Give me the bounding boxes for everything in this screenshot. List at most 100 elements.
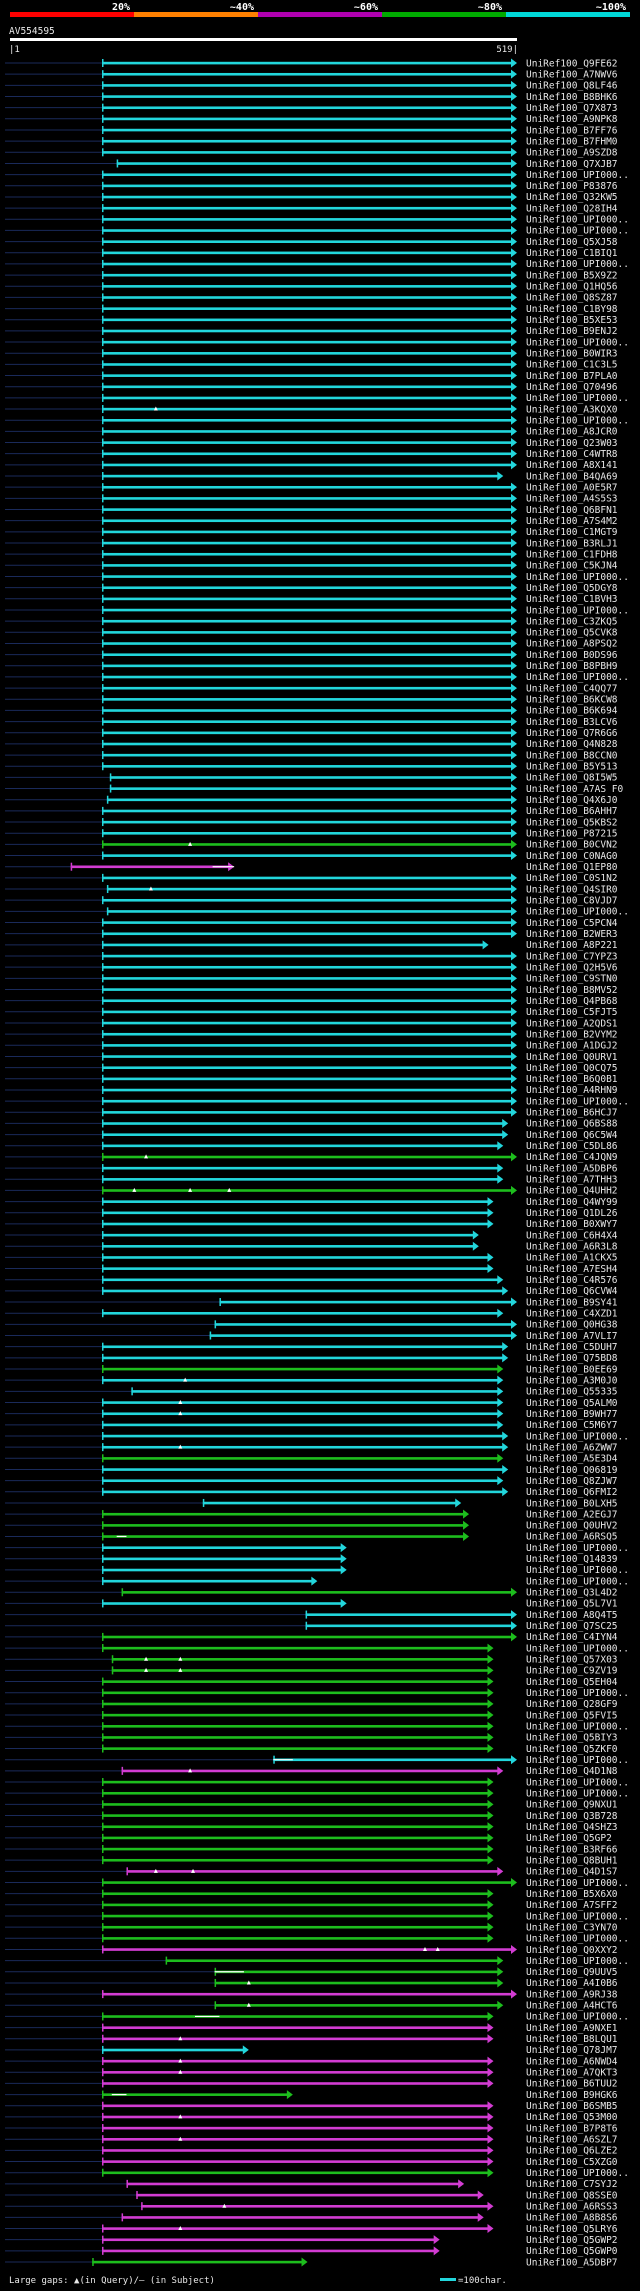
hit-label[interactable]: UniRef100_Q8SSE0 bbox=[526, 2190, 618, 2201]
hit-label[interactable]: UniRef100_UPI000.. bbox=[526, 1722, 629, 1733]
hit-row[interactable]: UniRef100_A7NWV6 bbox=[5, 69, 618, 80]
hit-label[interactable]: UniRef100_C4JQN9 bbox=[526, 1152, 618, 1163]
hit-label[interactable]: UniRef100_C4QQ77 bbox=[526, 683, 618, 694]
hit-label[interactable]: UniRef100_Q7XJB7 bbox=[526, 159, 618, 170]
hit-label[interactable]: UniRef100_Q0URV1 bbox=[526, 1052, 618, 1063]
hit-row[interactable]: UniRef100_C4JQN9 bbox=[5, 1152, 618, 1163]
hit-row[interactable]: UniRef100_A8X141 bbox=[5, 460, 618, 471]
hit-row[interactable]: UniRef100_Q5GP2 bbox=[5, 1833, 612, 1844]
hit-label[interactable]: UniRef100_Q75BD8 bbox=[526, 1353, 618, 1364]
hit-row[interactable]: UniRef100_A9NXE1 bbox=[5, 2023, 618, 2034]
hit-label[interactable]: UniRef100_B6Q0B1 bbox=[526, 1074, 618, 1085]
hit-row[interactable]: UniRef100_B6HCJ7 bbox=[5, 1108, 618, 1119]
hit-label[interactable]: UniRef100_B8MV52 bbox=[526, 985, 618, 996]
hit-row[interactable]: UniRef100_Q3L4D2 bbox=[5, 1588, 618, 1599]
hit-row[interactable]: UniRef100_Q8BUH1 bbox=[5, 1855, 618, 1866]
hit-label[interactable]: UniRef100_UPI000.. bbox=[526, 907, 629, 918]
hit-row[interactable]: UniRef100_A9RJ38 bbox=[5, 1989, 618, 2000]
hit-row[interactable]: UniRef100_UPI000.. bbox=[5, 1878, 629, 1889]
hit-row[interactable]: UniRef100_Q5GWP0 bbox=[5, 2246, 618, 2257]
hit-row[interactable]: UniRef100_UPI000.. bbox=[5, 672, 629, 683]
hit-row[interactable]: UniRef100_B2WER3 bbox=[5, 929, 618, 940]
hit-label[interactable]: UniRef100_A8P221 bbox=[526, 940, 618, 951]
hit-row[interactable]: UniRef100_UPI000.. bbox=[5, 572, 629, 583]
hit-row[interactable]: UniRef100_Q4UHH2 bbox=[5, 1186, 618, 1197]
hit-row[interactable]: UniRef100_A7AS F0 bbox=[5, 784, 624, 795]
hit-label[interactable]: UniRef100_C7SYJ2 bbox=[526, 2179, 618, 2190]
hit-label[interactable]: UniRef100_C4WTR8 bbox=[526, 449, 618, 460]
hit-label[interactable]: UniRef100_B0EE69 bbox=[526, 1364, 618, 1375]
hit-row[interactable]: UniRef100_Q5KBS2 bbox=[5, 817, 618, 828]
hit-label[interactable]: UniRef100_B5XE53 bbox=[526, 315, 618, 326]
hit-label[interactable]: UniRef100_UPI000.. bbox=[526, 1911, 629, 1922]
hit-row[interactable]: UniRef100_UPI000.. bbox=[5, 2168, 629, 2179]
hit-label[interactable]: UniRef100_Q7SC25 bbox=[526, 1621, 618, 1632]
hit-row[interactable]: UniRef100_A7SFF2 bbox=[5, 1900, 618, 1911]
hit-row[interactable]: UniRef100_UPI000.. bbox=[5, 1777, 629, 1788]
hit-label[interactable]: UniRef100_B0DS96 bbox=[526, 650, 618, 661]
hit-row[interactable]: UniRef100_C0S1N2 bbox=[5, 873, 618, 884]
hit-label[interactable]: UniRef100_A6RSQ5 bbox=[526, 1532, 618, 1543]
hit-label[interactable]: UniRef100_Q5ZKF0 bbox=[526, 1744, 618, 1755]
hit-label[interactable]: UniRef100_B5Y513 bbox=[526, 762, 618, 773]
hit-label[interactable]: UniRef100_A2EGJ7 bbox=[526, 1509, 618, 1520]
hit-row[interactable]: UniRef100_B5X6X0 bbox=[5, 1889, 618, 1900]
hit-label[interactable]: UniRef100_UPI000.. bbox=[526, 1543, 629, 1554]
hit-label[interactable]: UniRef100_UPI000.. bbox=[526, 215, 629, 226]
hit-row[interactable]: UniRef100_A8JCR0 bbox=[5, 427, 618, 438]
hit-row[interactable]: UniRef100_A8P221 bbox=[5, 940, 618, 951]
hit-row[interactable]: UniRef100_Q5EH04 bbox=[5, 1677, 618, 1688]
hit-row[interactable]: UniRef100_Q7X873 bbox=[5, 103, 618, 114]
hit-row[interactable]: UniRef100_Q8LF46 bbox=[5, 81, 618, 92]
hit-label[interactable]: UniRef100_Q5XJ58 bbox=[526, 237, 618, 248]
hit-label[interactable]: UniRef100_Q2H5V6 bbox=[526, 962, 618, 973]
hit-row[interactable]: UniRef100_Q0URV1 bbox=[5, 1052, 618, 1063]
hit-row[interactable]: UniRef100_C4R576 bbox=[5, 1275, 618, 1286]
hit-label[interactable]: UniRef100_A8JCR0 bbox=[526, 427, 618, 438]
hit-label[interactable]: UniRef100_C1MGT9 bbox=[526, 527, 618, 538]
hit-label[interactable]: UniRef100_Q14839 bbox=[526, 1554, 618, 1565]
hit-row[interactable]: UniRef100_B0LXH5 bbox=[5, 1498, 618, 1509]
hit-row[interactable]: UniRef100_Q28GF9 bbox=[5, 1699, 618, 1710]
hit-row[interactable]: UniRef100_UPI000.. bbox=[5, 415, 629, 426]
hit-row[interactable]: UniRef100_Q1DL26 bbox=[5, 1208, 618, 1219]
hit-row[interactable]: UniRef100_A4HCT6 bbox=[5, 2001, 618, 2012]
hit-label[interactable]: UniRef100_Q7X873 bbox=[526, 103, 618, 114]
hit-row[interactable]: UniRef100_B2VYM2 bbox=[5, 1029, 618, 1040]
hit-label[interactable]: UniRef100_C4IYN4 bbox=[526, 1632, 618, 1643]
hit-row[interactable]: UniRef100_Q8SZ87 bbox=[5, 293, 618, 304]
hit-row[interactable]: UniRef100_C1C3L5 bbox=[5, 360, 618, 371]
hit-label[interactable]: UniRef100_Q4SHZ3 bbox=[526, 1822, 618, 1833]
hit-label[interactable]: UniRef100_Q1EP80 bbox=[526, 862, 618, 873]
hit-label[interactable]: UniRef100_B0CVN2 bbox=[526, 840, 618, 851]
hit-row[interactable]: UniRef100_UPI000.. bbox=[5, 337, 629, 348]
hit-row[interactable]: UniRef100_B0DS96 bbox=[5, 650, 618, 661]
hit-label[interactable]: UniRef100_B6TUU2 bbox=[526, 2079, 618, 2090]
hit-label[interactable]: UniRef100_A3M0J0 bbox=[526, 1375, 618, 1386]
hit-label[interactable]: UniRef100_C5FJT5 bbox=[526, 1007, 618, 1018]
hit-label[interactable]: UniRef100_B5X9Z2 bbox=[526, 270, 618, 281]
hit-label[interactable]: UniRef100_Q3B728 bbox=[526, 1811, 618, 1822]
hit-label[interactable]: UniRef100_UPI000.. bbox=[526, 1956, 629, 1967]
hit-row[interactable]: UniRef100_Q32KW5 bbox=[5, 192, 618, 203]
hit-label[interactable]: UniRef100_Q6BFN1 bbox=[526, 505, 618, 516]
hit-label[interactable]: UniRef100_Q4UHH2 bbox=[526, 1186, 618, 1197]
hit-row[interactable]: UniRef100_A7THH3 bbox=[5, 1175, 618, 1186]
hit-row[interactable]: UniRef100_B5Y513 bbox=[5, 762, 618, 773]
hit-label[interactable]: UniRef100_C1BY98 bbox=[526, 304, 618, 315]
hit-row[interactable]: UniRef100_Q70496 bbox=[5, 382, 618, 393]
hit-row[interactable]: UniRef100_B8MV52 bbox=[5, 985, 618, 996]
hit-label[interactable]: UniRef100_A7SFF2 bbox=[526, 1900, 618, 1911]
hit-label[interactable]: UniRef100_C1C3L5 bbox=[526, 360, 618, 371]
hit-row[interactable]: UniRef100_C9STN0 bbox=[5, 974, 618, 985]
hit-label[interactable]: UniRef100_B7P8T6 bbox=[526, 2123, 618, 2134]
hit-label[interactable]: UniRef100_Q06819 bbox=[526, 1465, 618, 1476]
hit-row[interactable]: UniRef100_C9ZV19 bbox=[5, 1666, 618, 1677]
hit-label[interactable]: UniRef100_B3RF66 bbox=[526, 1844, 618, 1855]
hit-label[interactable]: UniRef100_UPI000.. bbox=[526, 1788, 629, 1799]
hit-row[interactable]: UniRef100_B0XWY7 bbox=[5, 1219, 618, 1230]
hit-row[interactable]: UniRef100_B6SMB5 bbox=[5, 2101, 618, 2112]
hit-label[interactable]: UniRef100_A2QDS1 bbox=[526, 1018, 618, 1029]
hit-label[interactable]: UniRef100_UPI000.. bbox=[526, 1576, 629, 1587]
hit-row[interactable]: UniRef100_Q0XXY2 bbox=[5, 1945, 618, 1956]
